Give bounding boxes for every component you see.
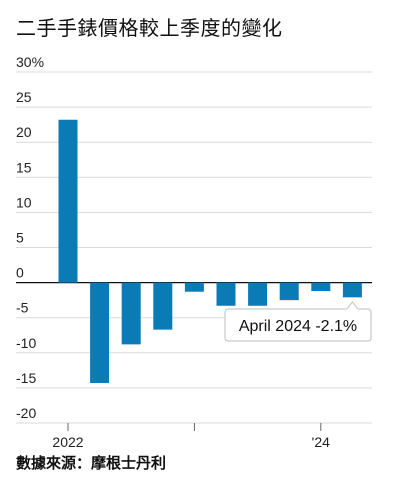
annotation-box xyxy=(224,308,372,342)
y-tick-label: 0 xyxy=(16,265,24,281)
bar xyxy=(342,282,362,298)
y-tick-label: 15 xyxy=(16,159,32,175)
bar xyxy=(58,119,78,283)
x-tick-label: 2022 xyxy=(52,434,83,450)
bar xyxy=(153,282,173,330)
y-tick-label: -15 xyxy=(16,370,36,386)
y-tick-label: 10 xyxy=(16,194,32,210)
y-tick-label: 25 xyxy=(16,89,32,105)
bar xyxy=(90,282,110,383)
annotation-label: April 2024 -2.1% xyxy=(239,318,357,335)
y-tick-label: 20 xyxy=(16,124,32,140)
bar xyxy=(184,282,204,292)
annotation-pointer xyxy=(346,301,359,310)
bar xyxy=(248,282,268,306)
bar xyxy=(216,282,236,306)
chart-title: 二手手錶價格較上季度的變化 xyxy=(16,16,283,40)
bar xyxy=(121,282,141,345)
y-tick-label: -20 xyxy=(16,405,36,421)
bar xyxy=(311,282,331,292)
x-tick-label: '24 xyxy=(312,434,330,450)
y-tick-label: 30% xyxy=(16,54,44,70)
source-note: 數據來源：摩根士丹利 xyxy=(16,454,167,472)
y-tick-label: -5 xyxy=(16,300,29,316)
bar xyxy=(279,282,299,301)
y-tick-label: 5 xyxy=(16,230,24,246)
y-tick-label: -10 xyxy=(16,335,36,351)
